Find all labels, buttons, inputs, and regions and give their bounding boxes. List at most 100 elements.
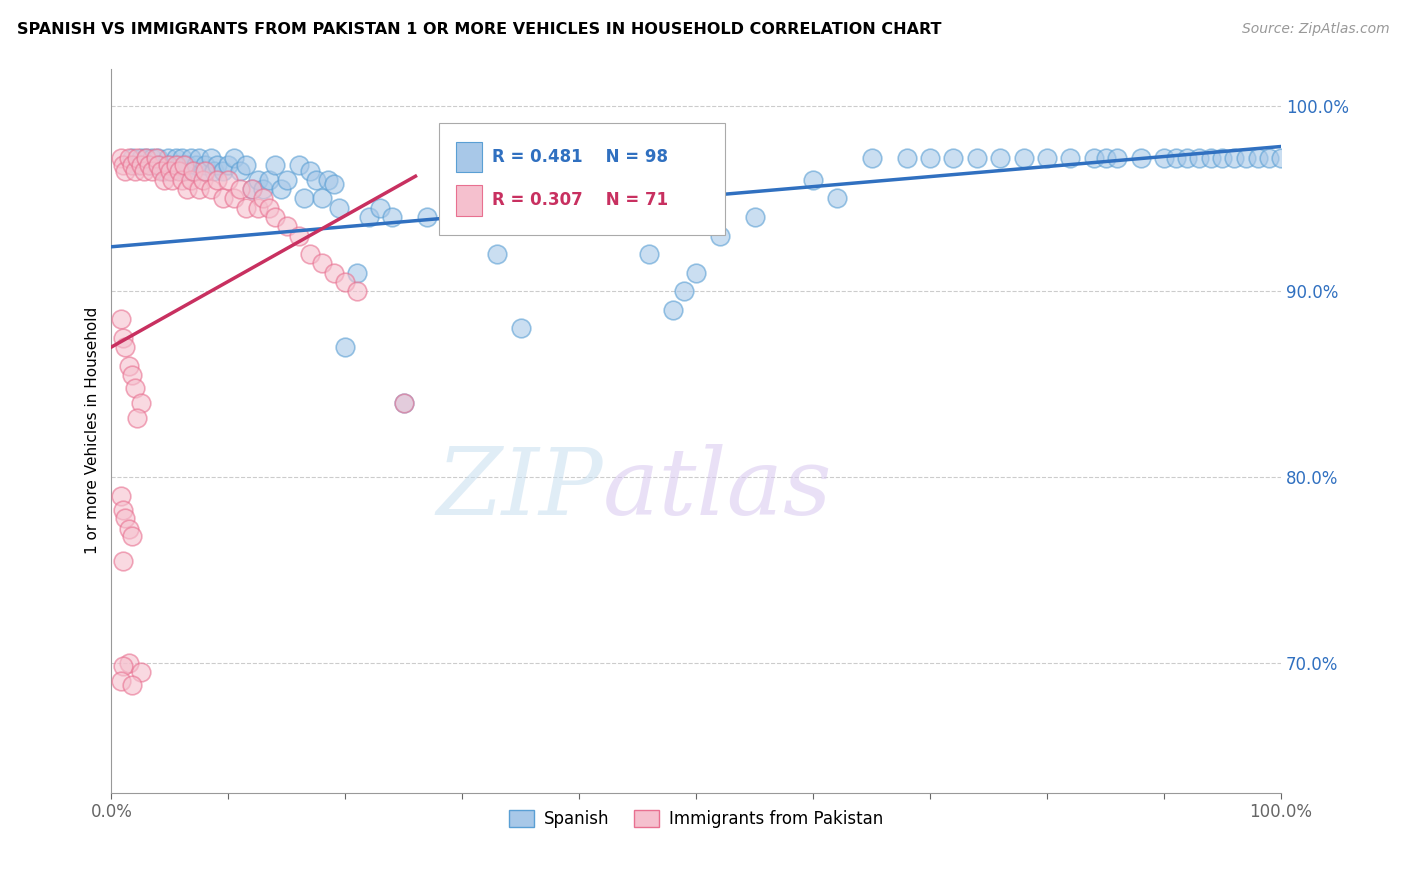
Point — [191, 173, 214, 187]
Point — [176, 182, 198, 196]
Point — [159, 158, 181, 172]
Point — [167, 163, 190, 178]
Point — [124, 163, 146, 178]
Point — [129, 158, 152, 172]
Point — [1188, 151, 1211, 165]
Text: ZIP: ZIP — [436, 443, 603, 533]
Point — [118, 522, 141, 536]
Point — [1094, 151, 1116, 165]
Point — [159, 163, 181, 178]
Point — [217, 158, 239, 172]
Point — [673, 285, 696, 299]
Point — [240, 182, 263, 196]
Point — [1129, 151, 1152, 165]
Point — [335, 275, 357, 289]
Point — [276, 219, 298, 234]
Point — [205, 158, 228, 172]
Point — [112, 158, 135, 172]
Point — [259, 173, 281, 187]
Point — [328, 201, 350, 215]
Point — [205, 173, 228, 187]
Point — [173, 163, 195, 178]
Point — [246, 173, 269, 187]
Point — [170, 173, 193, 187]
Point — [860, 151, 883, 165]
Point — [121, 678, 143, 692]
Point — [141, 151, 163, 165]
Point — [188, 182, 211, 196]
Point — [1234, 151, 1257, 165]
Point — [181, 163, 204, 178]
Point — [259, 201, 281, 215]
Point — [110, 312, 132, 326]
Y-axis label: 1 or more Vehicles in Household: 1 or more Vehicles in Household — [86, 307, 100, 554]
Point — [127, 151, 149, 165]
Point — [121, 158, 143, 172]
Point — [416, 210, 439, 224]
Text: SPANISH VS IMMIGRANTS FROM PAKISTAN 1 OR MORE VEHICLES IN HOUSEHOLD CORRELATION : SPANISH VS IMMIGRANTS FROM PAKISTAN 1 OR… — [17, 22, 942, 37]
Point — [346, 266, 368, 280]
Point — [229, 182, 252, 196]
Point — [129, 665, 152, 679]
Point — [149, 158, 172, 172]
Point — [1199, 151, 1222, 165]
Point — [662, 302, 685, 317]
Point — [896, 151, 918, 165]
Point — [292, 192, 315, 206]
Point — [1177, 151, 1199, 165]
Point — [170, 151, 193, 165]
Point — [638, 247, 661, 261]
Point — [1223, 151, 1246, 165]
Point — [138, 158, 160, 172]
Point — [235, 201, 257, 215]
FancyBboxPatch shape — [457, 142, 482, 172]
Point — [1036, 151, 1059, 165]
Point — [121, 368, 143, 382]
Point — [346, 285, 368, 299]
Point — [194, 158, 217, 172]
Point — [127, 158, 149, 172]
Point — [184, 158, 207, 172]
Point — [224, 192, 246, 206]
Point — [129, 395, 152, 409]
Point — [627, 163, 650, 178]
Point — [1107, 151, 1129, 165]
Point — [357, 210, 380, 224]
Point — [381, 210, 404, 224]
Legend: Spanish, Immigrants from Pakistan: Spanish, Immigrants from Pakistan — [502, 804, 890, 835]
Point — [439, 182, 461, 196]
Point — [118, 359, 141, 373]
Point — [509, 321, 531, 335]
Point — [202, 163, 225, 178]
Point — [229, 163, 252, 178]
Point — [156, 151, 179, 165]
Point — [392, 395, 415, 409]
Point — [110, 674, 132, 689]
Point — [486, 247, 509, 261]
Point — [112, 503, 135, 517]
Point — [1153, 151, 1175, 165]
Point — [299, 163, 322, 178]
Point — [167, 158, 190, 172]
Point — [392, 395, 415, 409]
Point — [335, 340, 357, 354]
Point — [322, 266, 344, 280]
Point — [153, 163, 176, 178]
Point — [114, 340, 136, 354]
Point — [156, 158, 179, 172]
Point — [110, 151, 132, 165]
Point — [264, 210, 287, 224]
Point — [176, 158, 198, 172]
Point — [1211, 151, 1233, 165]
Point — [118, 151, 141, 165]
Point — [1258, 151, 1281, 165]
Point — [114, 163, 136, 178]
Point — [121, 529, 143, 543]
Point — [135, 151, 157, 165]
Point — [188, 151, 211, 165]
Point — [145, 151, 167, 165]
Point — [145, 158, 167, 172]
Point — [191, 163, 214, 178]
Point — [801, 173, 824, 187]
Point — [287, 158, 309, 172]
